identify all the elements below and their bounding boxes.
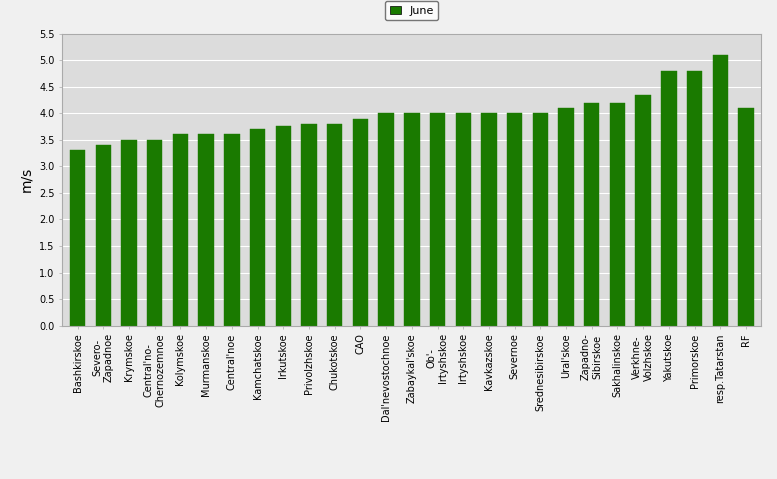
Bar [610,103,625,326]
Bar [378,113,394,326]
Bar [70,150,85,326]
Bar [636,95,651,326]
Bar [301,124,317,326]
Bar [661,71,677,326]
Bar [430,113,445,326]
Bar [276,126,291,326]
Bar [584,103,600,326]
Bar [481,113,497,326]
Bar [507,113,522,326]
Bar [738,108,754,326]
Bar [172,135,188,326]
Bar [404,113,420,326]
Bar [533,113,548,326]
Bar [147,140,162,326]
Y-axis label: m/s: m/s [19,167,33,192]
Bar [198,135,214,326]
Bar [96,145,111,326]
Bar [250,129,265,326]
Bar [713,55,728,326]
Bar [687,71,702,326]
Bar [353,118,368,326]
Bar [559,108,573,326]
Bar [455,113,471,326]
Legend: June: June [385,1,438,20]
Bar [224,135,239,326]
Bar [327,124,343,326]
Bar [121,140,137,326]
